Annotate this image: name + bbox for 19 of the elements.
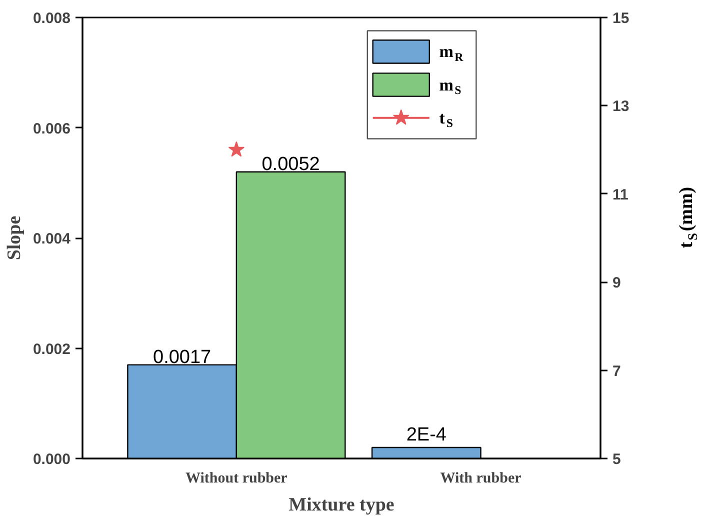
x-tick-label: With rubber — [440, 470, 522, 486]
y2-tick-label: 5 — [612, 451, 621, 468]
y-tick-label: 0.006 — [32, 120, 71, 138]
y-tick-label: 0.002 — [32, 340, 71, 358]
data-label: 0.0017 — [153, 346, 212, 368]
x-axis-title: Mixture type — [288, 494, 394, 516]
y2-tick-label: 11 — [612, 186, 628, 204]
y2-tick-label: 9 — [612, 274, 621, 292]
data-label: 2E-4 — [406, 424, 447, 446]
y2-axis-title: tS(mm) — [676, 186, 700, 248]
x-tick-label: Without rubber — [186, 470, 288, 486]
y2-tick-label: 15 — [612, 10, 630, 27]
data-label: 0.0052 — [262, 154, 320, 175]
y-tick-label: 0.008 — [32, 10, 71, 27]
y-axis-title: Slope — [4, 216, 25, 260]
y2-tick-label: 7 — [612, 362, 621, 380]
y-tick-label: 0.004 — [32, 230, 72, 248]
y-tick-label: 0.000 — [32, 451, 71, 468]
y2-tick-label: 13 — [612, 98, 630, 116]
